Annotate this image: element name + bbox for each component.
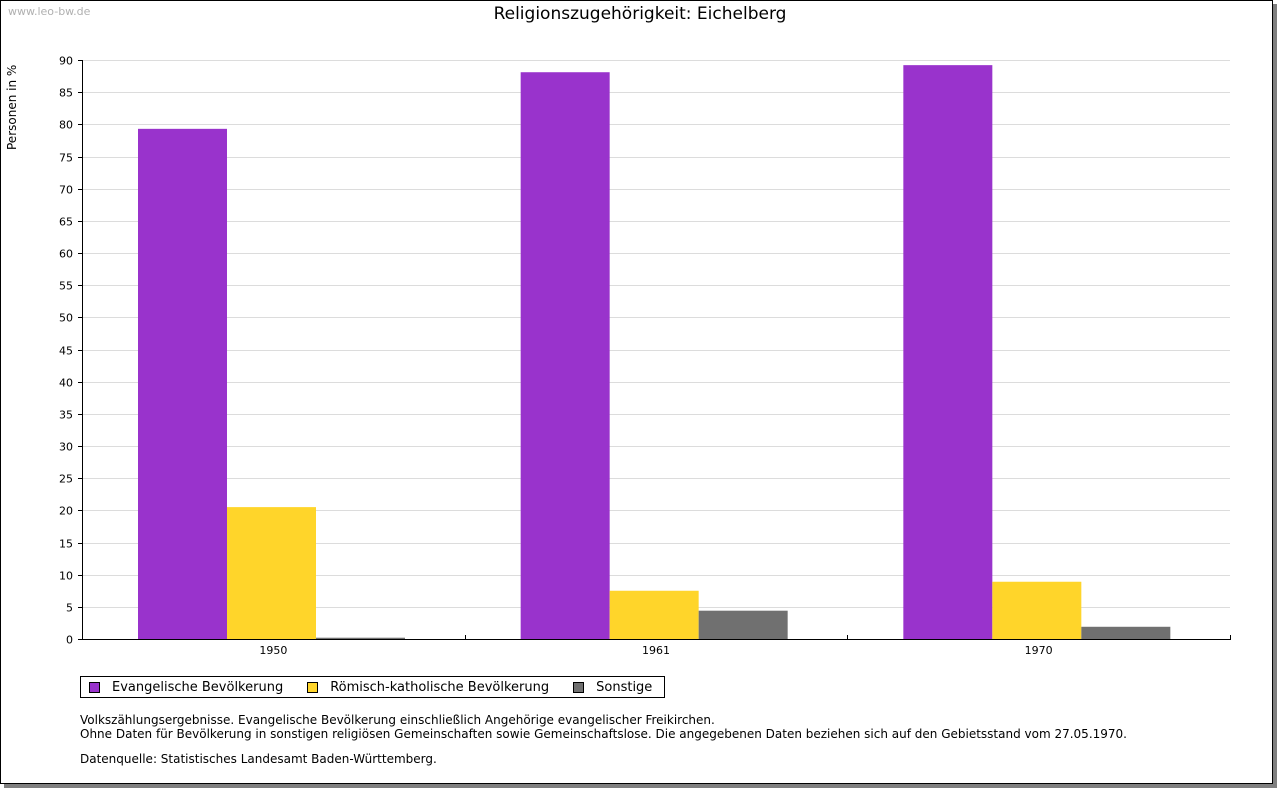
bar [520,72,610,640]
bar [609,590,699,639]
bar-chart: 0 5 10 15 20 25 30 35 40 45 50 55 60 65 70 75 80 85 90 195… [59,55,1231,657]
y-tick-label: 10 [59,570,73,583]
chart-title: Religionszugehörigkeit: Eichelberg [493,4,787,24]
y-tick-label: 35 [59,409,73,422]
legend-swatch [307,681,319,693]
grid-lines [82,60,1230,608]
axes [78,60,1231,640]
y-tick-label: 85 [59,87,73,100]
watermark: www.leo-bw.de [8,5,91,18]
bar [316,637,405,639]
y-tick-label: 70 [59,184,73,197]
x-tick-label: 1950 [259,644,287,657]
bar [698,610,788,639]
y-tick-label: 75 [59,152,73,165]
footnote-1: Volkszählungsergebnisse. Evangelische Be… [80,713,715,727]
y-tick-label: 45 [59,345,73,358]
legend-label: Evangelische Bevölkerung [112,679,284,695]
y-tick-label: 25 [59,473,73,486]
y-tick-labels: 0 5 10 15 20 25 30 35 40 45 50 55 60 65 70 75 80 85 90 [59,55,73,647]
bar [138,128,227,639]
legend-item-evangelisch: Evangelische Bevölkerung [89,680,283,695]
footnote-2: Ohne Daten für Bevölkerung in sonstigen … [80,727,1127,741]
bar [903,65,993,639]
legend: Evangelische Bevölkerung Römisch-katholi… [80,676,666,698]
y-tick-label: 65 [59,216,73,229]
y-tick-label: 30 [59,441,73,454]
legend-label: Sonstige [596,679,653,695]
data-source: Datenquelle: Statistisches Landesamt Bad… [80,752,437,766]
bar [227,507,316,639]
legend-swatch [573,681,585,693]
legend-item-sonstige: Sonstige [573,680,652,695]
x-tick-labels: 1950 1961 1970 [259,644,1052,657]
y-tick-label: 90 [59,55,73,68]
y-tick-label: 0 [66,634,73,647]
legend-label: Römisch-katholische Bevölkerung [330,679,550,695]
footnotes: Volkszählungsergebnisse. Evangelische Be… [80,713,1127,741]
bar [1081,626,1171,639]
y-tick-label: 60 [59,248,73,261]
x-tick-label: 1961 [642,644,670,657]
bar [992,581,1082,639]
x-tick-label: 1970 [1025,644,1053,657]
legend-item-katholisch: Römisch-katholische Bevölkerung [307,680,549,695]
y-tick-label: 40 [59,377,73,390]
y-tick-label: 15 [59,538,73,551]
y-tick-label: 50 [59,312,73,325]
y-tick-label: 20 [59,505,73,518]
y-tick-label: 80 [59,119,73,132]
y-tick-label: 5 [66,602,73,615]
y-tick-label: 55 [59,280,73,293]
bars [138,65,1171,640]
legend-swatch [89,681,100,693]
